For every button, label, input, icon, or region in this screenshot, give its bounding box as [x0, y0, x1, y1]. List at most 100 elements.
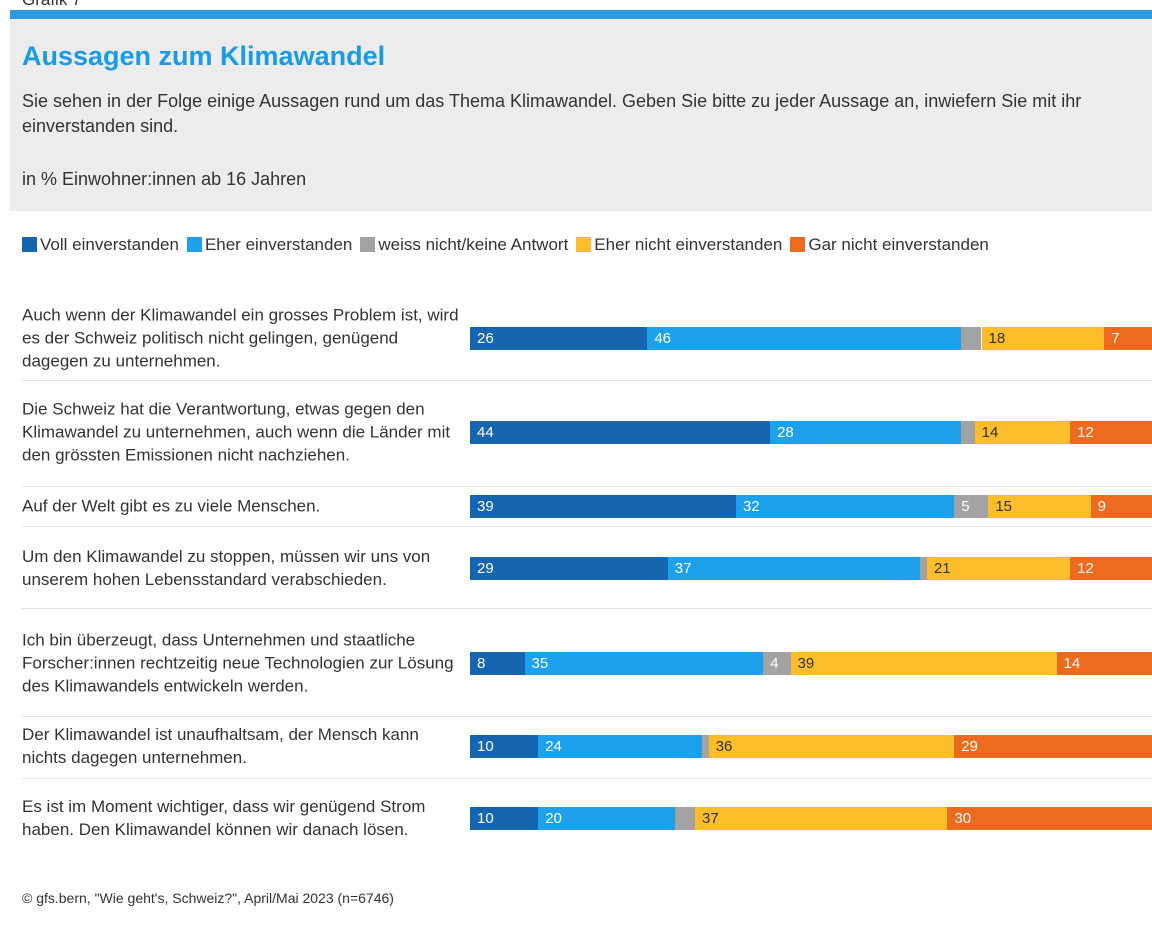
bar-segment: [701, 735, 709, 758]
legend-swatch: [576, 237, 592, 252]
legend-swatch: [790, 237, 806, 252]
bar-segment: 5: [954, 495, 989, 518]
row-separator: [22, 486, 1152, 487]
row-label: Der Klimawandel ist unaufhaltsam, der Me…: [22, 725, 419, 767]
data-label: 26: [477, 330, 494, 347]
legend-item: Eher nicht einverstanden: [576, 235, 782, 254]
bar-segment: [961, 421, 975, 444]
data-label: 36: [715, 738, 733, 755]
bar-segment: 35: [524, 652, 764, 675]
bar-segment: 9: [1090, 495, 1152, 518]
data-label: 12: [1077, 424, 1094, 441]
data-label: 21: [933, 560, 951, 577]
bar-segment: 15: [988, 495, 1091, 518]
data-label: 10: [477, 810, 494, 827]
data-label: 12: [1077, 560, 1094, 577]
data-label: 37: [674, 560, 692, 577]
bar-segment: 39: [470, 495, 736, 518]
data-label: 29: [477, 560, 494, 577]
data-label: 14: [981, 424, 999, 441]
row-label: Ich bin überzeugt, dass Unternehmen und …: [22, 630, 454, 696]
data-label: 18: [988, 330, 1006, 347]
data-label: 5: [961, 498, 970, 515]
bar-segment: 26: [470, 327, 648, 350]
chart-title: Aussagen zum Klimawandel: [22, 41, 386, 71]
legend-item: Eher einverstanden: [186, 235, 353, 254]
row-label: Auf der Welt gibt es zu viele Menschen.: [22, 496, 321, 516]
data-label: 37: [702, 810, 719, 827]
bar-segment: 28: [770, 421, 962, 444]
bar-segment: 7: [1104, 327, 1152, 350]
row-separator: [22, 778, 1152, 779]
legend-item: weiss nicht/keine Antwort: [360, 235, 568, 254]
data-label: 9: [1097, 498, 1106, 515]
data-label: 15: [995, 498, 1012, 515]
legend-swatch: [22, 237, 37, 252]
legend: Voll einverstanden Eher einverstanden weis…: [22, 232, 1122, 258]
legend-label: Eher nicht einverstanden: [594, 235, 783, 254]
bar-segment: 30: [947, 807, 1152, 830]
row-separator: [22, 608, 1152, 609]
bar-segment: 24: [538, 735, 702, 758]
data-label: 8: [477, 655, 486, 672]
bar-segment: 44: [470, 421, 771, 444]
bar-segment: 14: [1056, 652, 1152, 675]
bar-segment: 18: [981, 327, 1105, 350]
bar-segment: 8: [470, 652, 525, 675]
bar-segment: [920, 557, 928, 580]
data-label: 24: [545, 738, 562, 755]
data-label: 14: [1063, 655, 1081, 672]
data-label: 44: [477, 424, 494, 441]
row-label: Auch wenn der Klimawandel ein grosses Pr…: [22, 305, 459, 371]
bar-segment: 46: [647, 327, 962, 350]
bar-segment: 10: [470, 735, 539, 758]
data-label: 10: [477, 738, 494, 755]
data-label: 32: [742, 498, 760, 515]
bar-segment: 39: [790, 652, 1057, 675]
data-label: 29: [961, 738, 978, 755]
row-label: Um den Klimawandel zu stoppen, müssen wi…: [22, 547, 431, 589]
bar-segment: 37: [667, 557, 921, 580]
bar-segment: 14: [974, 421, 1071, 444]
row-separator: [22, 380, 1152, 381]
bar-segment: 29: [954, 735, 1152, 758]
bar-segment: 4: [763, 652, 791, 675]
data-label: 28: [777, 424, 794, 441]
data-label: 4: [770, 655, 779, 672]
source: © gfs.bern, "Wie geht's, Schweiz?", Apri…: [22, 890, 394, 906]
legend-swatch: [360, 237, 376, 252]
row-label: Die Schweiz hat die Verantwortung, etwas…: [22, 399, 451, 465]
legend-label: Gar nicht einverstanden: [808, 235, 989, 254]
subtitle: Sie sehen in der Folge einige Aussagen r…: [22, 91, 1082, 136]
bar-segment: 36: [708, 735, 955, 758]
bar-segment: 37: [695, 807, 948, 830]
bar-segment: [674, 807, 696, 830]
data-label: 30: [954, 810, 972, 827]
legend-label: Voll einverstanden: [40, 235, 179, 254]
legend-swatch: [186, 237, 202, 252]
top-bar: [10, 10, 1152, 19]
row-separator: [22, 716, 1152, 717]
legend-item: Gar nicht einverstanden: [790, 235, 989, 254]
bar-segment: 29: [470, 557, 668, 580]
bar-segment: 20: [538, 807, 675, 830]
bar-segment: 21: [926, 557, 1071, 580]
legend-label: weiss nicht/keine Antwort: [378, 235, 569, 254]
figure-label: Grafik 7: [22, 0, 82, 10]
row-label: Es ist im Moment wichtiger, dass wir gen…: [22, 797, 426, 839]
data-label: 35: [531, 655, 549, 672]
unit-note: in % Einwohner:innen ab 16 Jahren: [22, 169, 307, 189]
legend-label: Eher einverstanden: [204, 235, 353, 254]
bar-segment: 10: [470, 807, 539, 830]
bar-segment: 12: [1070, 421, 1152, 444]
data-label: 7: [1111, 330, 1120, 347]
bar-segment: [961, 327, 982, 350]
data-label: 20: [545, 810, 562, 827]
row-separator: [22, 526, 1152, 527]
data-label: 39: [797, 655, 815, 672]
header: Aussagen zum Klimawandel Sie sehen in de…: [10, 19, 1152, 211]
data-label: 39: [477, 498, 494, 515]
data-label: 46: [654, 330, 671, 347]
bar-segment: 32: [735, 495, 955, 518]
